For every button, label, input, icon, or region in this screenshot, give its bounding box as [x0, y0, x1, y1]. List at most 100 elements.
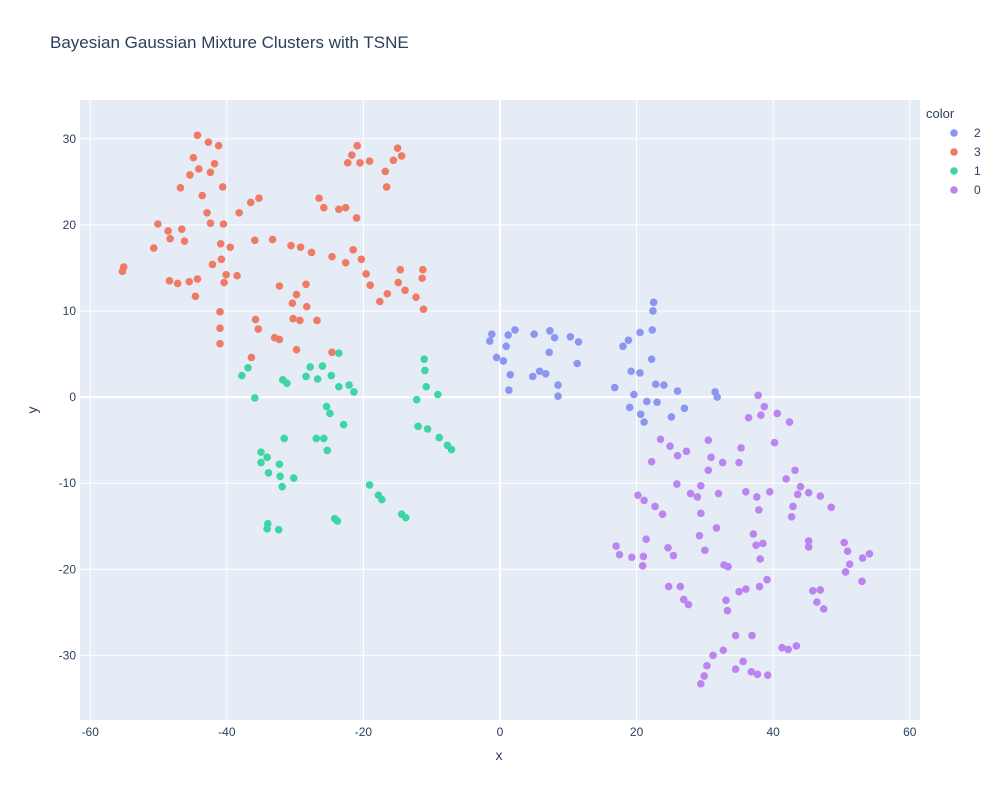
data-point	[381, 167, 390, 176]
data-point	[189, 153, 198, 162]
data-point	[724, 562, 732, 571]
data-point	[566, 333, 575, 341]
legend-item-2[interactable]: 2	[950, 126, 981, 140]
data-point	[166, 234, 174, 243]
data-point	[492, 353, 501, 362]
data-point	[808, 587, 817, 595]
data-point	[485, 337, 494, 345]
data-point	[748, 631, 756, 640]
data-point	[335, 349, 343, 357]
series-3-points	[118, 131, 428, 362]
data-point	[653, 398, 661, 407]
y-axis-title: y	[24, 407, 40, 414]
data-point	[754, 391, 762, 400]
data-point	[226, 243, 235, 252]
data-point	[255, 194, 263, 202]
data-point	[289, 314, 297, 323]
data-point	[419, 265, 427, 274]
data-point	[378, 495, 386, 504]
data-point	[791, 466, 799, 475]
data-point	[412, 293, 420, 301]
data-point	[816, 586, 825, 594]
legend-marker	[950, 186, 958, 194]
data-point	[119, 263, 128, 271]
data-point	[624, 336, 633, 345]
data-point	[318, 362, 327, 370]
data-point	[770, 438, 779, 447]
data-point	[233, 271, 241, 280]
data-point	[394, 278, 403, 287]
data-point	[686, 489, 695, 498]
data-point	[634, 491, 642, 500]
data-point	[193, 275, 202, 283]
data-point	[695, 531, 704, 540]
data-point	[753, 670, 762, 679]
data-point	[742, 585, 750, 593]
data-point	[287, 241, 295, 250]
data-point	[658, 510, 667, 518]
data-point	[420, 355, 428, 363]
data-point	[292, 290, 301, 299]
data-point	[502, 342, 510, 351]
data-point	[263, 453, 271, 462]
data-point	[647, 457, 656, 466]
data-point	[335, 382, 343, 391]
data-point	[707, 453, 715, 462]
series-2-points	[485, 298, 721, 426]
data-point	[643, 397, 651, 406]
data-point	[528, 372, 537, 381]
data-point	[217, 255, 226, 264]
data-point	[220, 278, 228, 287]
data-point	[827, 503, 836, 512]
data-point	[306, 363, 314, 371]
data-point	[636, 369, 644, 377]
data-point	[246, 198, 255, 207]
legend-item-1[interactable]: 1	[950, 164, 981, 178]
data-point	[656, 435, 665, 444]
legend-items[interactable]: 2 3 1 0	[950, 126, 981, 197]
y-tick-label: 20	[63, 218, 77, 232]
data-point	[335, 205, 343, 214]
data-point	[251, 236, 259, 245]
legend-label: 1	[974, 164, 981, 178]
data-point	[251, 315, 260, 324]
data-point	[278, 482, 286, 491]
data-point	[843, 547, 852, 556]
data-point	[389, 156, 398, 165]
data-point	[274, 525, 283, 534]
data-point	[341, 258, 350, 267]
legend-marker	[950, 148, 958, 156]
data-point	[320, 434, 328, 443]
data-point	[504, 331, 512, 339]
x-tick-label: -60	[82, 725, 100, 739]
data-point	[735, 587, 743, 596]
data-point	[396, 265, 405, 274]
legend[interactable]: color 2 3 1 0	[926, 106, 981, 197]
data-point	[322, 402, 331, 411]
data-point	[541, 370, 550, 378]
data-point	[185, 277, 194, 286]
data-point	[204, 138, 213, 146]
data-point	[275, 282, 284, 290]
data-point	[628, 553, 636, 562]
chart-title: Bayesian Gaussian Mixture Clusters with …	[50, 33, 409, 52]
data-point	[264, 469, 273, 477]
data-point	[649, 307, 657, 315]
data-point	[704, 466, 713, 475]
data-point	[648, 326, 657, 334]
data-point	[696, 680, 705, 688]
data-point	[302, 280, 310, 289]
data-point	[412, 395, 421, 404]
y-tick-label: -20	[59, 562, 77, 576]
data-point	[219, 220, 228, 228]
data-point	[680, 404, 689, 413]
data-point	[216, 240, 225, 248]
data-point	[341, 203, 350, 212]
data-point	[296, 243, 305, 252]
data-point	[804, 543, 813, 551]
data-point	[757, 411, 765, 419]
legend-item-0[interactable]: 0	[950, 183, 981, 197]
data-point	[615, 550, 624, 559]
legend-item-3[interactable]: 3	[950, 145, 981, 159]
data-point	[804, 488, 813, 497]
